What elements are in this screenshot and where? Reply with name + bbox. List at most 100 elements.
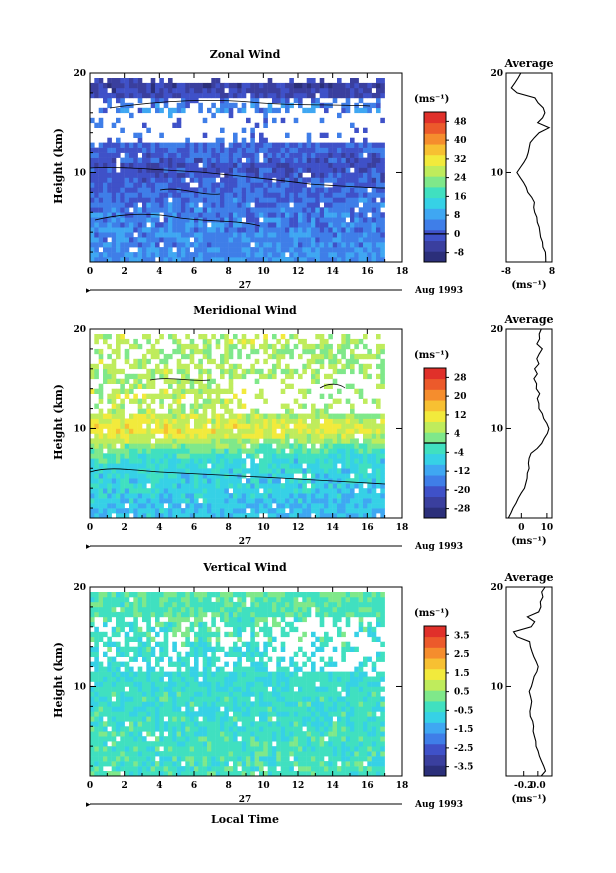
heatmap-cell xyxy=(185,242,190,248)
heatmap-cell xyxy=(129,192,134,198)
heatmap-cell xyxy=(363,257,368,263)
heatmap-cell xyxy=(163,413,169,419)
heatmap-cell xyxy=(298,388,303,394)
heatmap-cell xyxy=(103,671,108,677)
heatmap-cell xyxy=(350,443,355,449)
heatmap-cell xyxy=(172,334,177,340)
heatmap-cell xyxy=(146,433,151,439)
heatmap-cell xyxy=(337,413,342,419)
heatmap-cell xyxy=(142,438,147,444)
heatmap-cell xyxy=(111,147,117,153)
heatmap-cell xyxy=(159,162,164,168)
heatmap-cell xyxy=(319,508,325,514)
heatmap-cell xyxy=(146,152,151,158)
heatmap-cell xyxy=(150,242,156,248)
heatmap-cell xyxy=(133,187,138,193)
heatmap-cell xyxy=(337,247,342,253)
heatmap-cell xyxy=(90,227,95,233)
heatmap-cell xyxy=(150,493,156,499)
heatmap-cell xyxy=(159,97,164,104)
heatmap-cell xyxy=(285,82,290,89)
heatmap-cell xyxy=(272,157,277,163)
heatmap-cell xyxy=(345,438,351,444)
heatmap-cell xyxy=(250,503,255,509)
heatmap-cell xyxy=(111,197,117,203)
heatmap-cell xyxy=(172,197,177,203)
heatmap-cell xyxy=(198,721,203,727)
heatmap-cell xyxy=(185,731,190,737)
heatmap-cell xyxy=(90,187,95,193)
heatmap-cell xyxy=(94,87,99,94)
heatmap-cell xyxy=(259,92,264,99)
heatmap-cell xyxy=(202,701,208,707)
heatmap-cell xyxy=(367,493,372,499)
heatmap-cell xyxy=(280,162,286,168)
heatmap-cell xyxy=(293,398,299,404)
heatmap-cell xyxy=(250,433,255,439)
heatmap-cell xyxy=(272,167,277,173)
heatmap-cell xyxy=(285,483,290,489)
heatmap-cell xyxy=(233,448,238,454)
heatmap-cell xyxy=(306,508,312,514)
heatmap-cell xyxy=(319,78,325,84)
heatmap-cell xyxy=(345,197,351,203)
heatmap-cell xyxy=(358,353,364,360)
heatmap-cell xyxy=(111,237,117,243)
heatmap-cell xyxy=(263,147,268,153)
heatmap-cell xyxy=(133,766,138,772)
heatmap-cell xyxy=(103,217,108,223)
heatmap-cell xyxy=(185,686,190,692)
heatmap-cell xyxy=(202,731,208,737)
heatmap-cell xyxy=(98,212,104,218)
heatmap-cell xyxy=(137,498,143,504)
heatmap-cell xyxy=(124,242,130,248)
heatmap-cell xyxy=(159,237,164,243)
heatmap-cell xyxy=(215,393,221,399)
heatmap-cell xyxy=(185,676,190,682)
heatmap-cell xyxy=(341,257,346,263)
heatmap-cell xyxy=(176,498,182,504)
heatmap-cell xyxy=(215,152,221,158)
heatmap-cell xyxy=(107,177,112,183)
heatmap-cell xyxy=(337,418,342,424)
heatmap-cell xyxy=(137,438,143,444)
heatmap-cell xyxy=(137,741,143,747)
heatmap-cell xyxy=(233,488,238,494)
heatmap-cell xyxy=(337,503,342,509)
heatmap-cell xyxy=(376,343,381,350)
heatmap-cell xyxy=(198,172,203,178)
heatmap-cell xyxy=(207,726,212,732)
heatmap-cell xyxy=(176,513,182,519)
heatmap-cell xyxy=(111,463,117,469)
heatmap-cell xyxy=(111,348,117,355)
heatmap-cell xyxy=(276,192,281,198)
heatmap-cell xyxy=(306,207,312,213)
heatmap-cell xyxy=(202,651,208,657)
heatmap-cell xyxy=(103,691,108,697)
heatmap-cell xyxy=(376,182,381,188)
heatmap-cell xyxy=(90,671,95,677)
heatmap-cell xyxy=(168,448,173,454)
heatmap-cell xyxy=(202,423,208,429)
heatmap-cell xyxy=(163,187,169,193)
heatmap-cell xyxy=(124,448,130,454)
heatmap-cell xyxy=(185,746,190,752)
heatmap-cell xyxy=(319,197,325,203)
x-tick-label: 2 xyxy=(122,523,128,533)
heatmap-cell xyxy=(185,172,190,178)
heatmap-cell xyxy=(142,746,147,752)
heatmap-cell xyxy=(94,257,99,263)
heatmap-cell xyxy=(298,478,303,484)
heatmap-cell xyxy=(124,202,130,208)
heatmap-cell xyxy=(181,676,186,682)
heatmap-cell xyxy=(98,661,104,667)
heatmap-cell xyxy=(98,162,104,168)
heatmap-cell xyxy=(250,338,255,345)
heatmap-cell xyxy=(116,601,121,608)
heatmap-cell xyxy=(363,488,368,494)
heatmap-cell xyxy=(168,172,173,178)
heatmap-cell xyxy=(345,157,351,163)
heatmap-cell xyxy=(181,438,186,444)
heatmap-cell xyxy=(293,152,299,158)
